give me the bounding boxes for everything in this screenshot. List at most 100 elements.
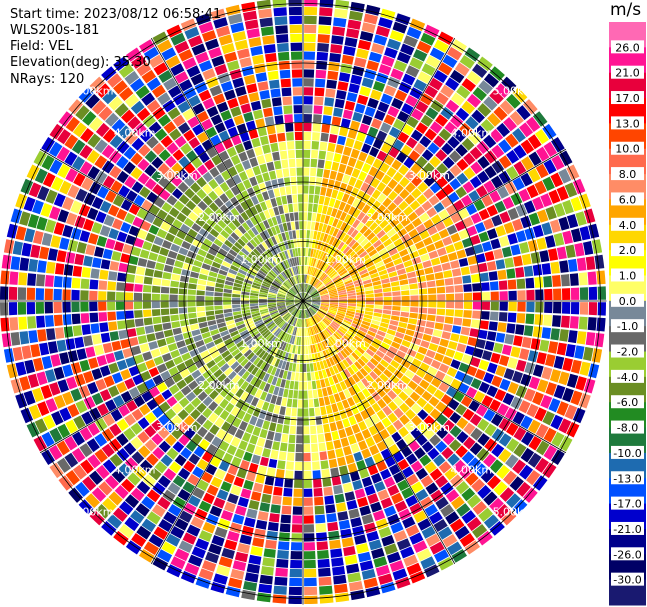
velocity-gate xyxy=(325,314,334,321)
velocity-gate xyxy=(125,234,136,245)
velocity-gate xyxy=(523,200,536,214)
velocity-gate xyxy=(438,363,450,374)
velocity-gate xyxy=(303,212,308,221)
velocity-gate xyxy=(366,361,376,370)
velocity-gate xyxy=(415,467,428,480)
velocity-gate xyxy=(365,218,375,228)
velocity-gate xyxy=(223,158,234,169)
velocity-gate xyxy=(310,306,317,313)
velocity-gate xyxy=(304,15,317,25)
velocity-gate xyxy=(120,338,130,349)
velocity-gate xyxy=(327,70,339,81)
velocity-gate xyxy=(142,241,153,251)
velocity-gate xyxy=(141,199,153,211)
velocity-gate xyxy=(440,84,455,98)
velocity-gate xyxy=(304,568,317,578)
velocity-gate xyxy=(39,342,50,356)
velocity-gate xyxy=(312,316,318,324)
velocity-gate xyxy=(164,421,176,433)
velocity-gate xyxy=(516,313,526,324)
velocity-gate xyxy=(321,415,329,424)
range-ring-labels: 1.00km1.00km1.00km1.00km2.00km2.00km2.00… xyxy=(72,85,534,519)
velocity-gate xyxy=(257,511,269,521)
velocity-gate xyxy=(270,142,279,153)
velocity-gate xyxy=(288,325,294,334)
velocity-gate xyxy=(167,343,178,352)
velocity-gate xyxy=(467,337,478,347)
velocity-gate xyxy=(144,412,157,424)
velocity-gate xyxy=(495,332,506,343)
velocity-gate xyxy=(489,311,499,321)
velocity-gate xyxy=(34,418,48,434)
velocity-gate xyxy=(306,318,310,327)
velocity-gate xyxy=(290,288,297,295)
velocity-gate xyxy=(213,497,226,509)
velocity-gate xyxy=(202,521,216,534)
velocity-gate xyxy=(245,276,254,282)
velocity-gate xyxy=(105,238,116,250)
velocity-gate xyxy=(401,301,410,307)
velocity-gate xyxy=(328,530,340,541)
velocity-gate xyxy=(540,193,553,208)
velocity-gate xyxy=(548,398,561,413)
velocity-gate xyxy=(387,106,400,118)
velocity-gate xyxy=(532,224,544,238)
velocity-gate xyxy=(359,326,368,333)
velocity-gate xyxy=(303,390,308,399)
velocity-gate xyxy=(417,421,429,433)
velocity-gate xyxy=(241,222,250,232)
velocity-gate xyxy=(427,366,438,377)
velocity-gate xyxy=(437,301,446,308)
velocity-gate xyxy=(350,517,363,528)
velocity-gate xyxy=(264,319,273,325)
velocity-gate xyxy=(303,301,306,310)
velocity-gate xyxy=(259,428,268,439)
velocity-gate xyxy=(390,281,400,287)
velocity-gate xyxy=(270,198,278,208)
velocity-gate xyxy=(525,277,535,289)
velocity-gate xyxy=(333,574,347,585)
velocity-gate xyxy=(534,407,547,422)
velocity-gate xyxy=(284,231,290,241)
velocity-gate xyxy=(294,298,303,301)
velocity-gate xyxy=(361,568,376,580)
velocity-gate xyxy=(262,557,275,567)
velocity-gate xyxy=(305,284,310,293)
velocity-gate xyxy=(89,301,98,312)
velocity-gate xyxy=(291,185,297,194)
velocity-gate xyxy=(228,327,238,334)
velocity-gate xyxy=(542,123,557,140)
velocity-gate xyxy=(430,359,441,370)
velocity-gate xyxy=(361,163,372,174)
velocity-gate xyxy=(95,170,108,184)
velocity-gate xyxy=(252,426,261,437)
velocity-gate xyxy=(303,60,315,69)
velocity-gate xyxy=(195,339,205,348)
velocity-gate xyxy=(306,275,310,284)
velocity-gate xyxy=(371,211,380,221)
velocity-gate xyxy=(192,466,204,478)
velocity-gate xyxy=(297,417,303,426)
velocity-gate xyxy=(205,464,218,476)
velocity-gate xyxy=(201,30,217,42)
velocity-gate xyxy=(202,369,213,379)
velocity-gate xyxy=(396,243,406,252)
velocity-gate xyxy=(303,114,312,123)
velocity-gate xyxy=(169,384,180,395)
velocity-gate xyxy=(297,294,303,301)
velocity-gate xyxy=(436,163,449,175)
velocity-gate xyxy=(489,89,504,105)
velocity-gate xyxy=(420,93,434,106)
velocity-gate xyxy=(306,363,311,372)
velocity-gate xyxy=(105,190,117,203)
velocity-gate xyxy=(545,354,556,367)
velocity-gate xyxy=(371,43,385,55)
velocity-gate xyxy=(371,402,381,413)
velocity-gate xyxy=(320,273,327,281)
velocity-gate xyxy=(313,105,323,115)
velocity-gate xyxy=(320,214,326,223)
velocity-gate xyxy=(520,447,535,463)
velocity-gate xyxy=(314,325,319,334)
velocity-gate xyxy=(292,363,297,372)
velocity-gate xyxy=(536,440,550,456)
